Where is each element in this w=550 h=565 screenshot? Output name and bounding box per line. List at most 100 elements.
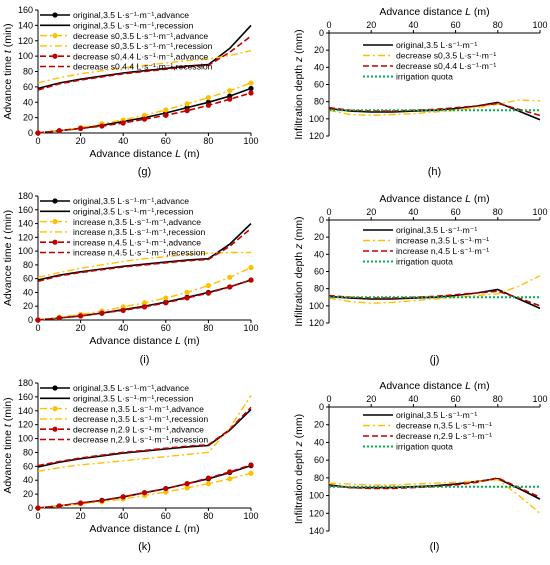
legend-label: decrease n,2.9 L·s⁻¹·m⁻¹,recession [73,435,208,445]
data-point [184,485,190,491]
y-tick-label: 60 [314,267,324,277]
x-axis-title: Advance distance L (m) [89,523,199,535]
data-point [141,116,148,122]
x-axis-title: Advance distance L (m) [89,335,199,347]
legend-label: irrigation quota [396,72,453,82]
series-line-3 [37,266,252,321]
data-point [205,102,211,108]
data-point [205,475,211,481]
legend-label: decrease n,2.9 L·s⁻¹·m⁻¹ [396,431,492,441]
chart-panel-g: 0 20 40 60 80 100 0 20 40 60 80 100 120 140 160 Advance… [2,5,259,178]
y-tick-label: 40 [314,437,324,447]
x-tick-label: 0 [35,136,40,146]
series-line-2 [328,99,541,117]
x-tick-label: 0 [326,20,331,30]
data-point [227,476,233,482]
chart-panel-l: 0 20 40 60 80 100 0 20 40 60 80 100 120 140 Advance di… [293,380,548,553]
x-tick-label: 20 [76,136,86,146]
panel-label: (k) [138,541,151,553]
x-axis-title: Advance distance L (m) [379,380,489,392]
data-point [35,505,41,511]
legend-label: original,3.5 L·s⁻¹·m⁻¹,advance [73,383,189,393]
legend: original,3.5 L·s⁻¹·m⁻¹,advanceoriginal,3… [40,10,213,72]
data-point [99,310,105,316]
y-tick-label: 60 [314,80,324,90]
y-tick-label: 20 [23,301,33,311]
legend-label: increase n,3.5 L·s⁻¹·m⁻¹,advance [73,217,201,227]
legend: original,3.5 L·s⁻¹·m⁻¹,advanceoriginal,3… [40,196,206,258]
legend-marker [52,12,58,18]
data-point [227,469,233,475]
x-tick-label: 100 [243,511,258,521]
chart-panel-i: 0 20 40 60 80 100 0 20 40 60 80 100 120 140 160 180 Adva… [2,191,259,366]
data-point [120,307,126,313]
panel-label: (l) [430,541,440,553]
series-line-6 [37,227,252,283]
data-point [248,80,254,86]
data-point [205,282,211,289]
x-tick-label: 60 [451,207,461,217]
legend-label: original,3.5 L·s⁻¹·m⁻¹,recession [73,21,194,31]
y-tick-label: 80 [23,447,33,457]
series-line-1 [37,279,252,321]
y-tick-label: 160 [18,205,33,215]
y-tick-label: 120 [309,131,324,141]
data-point [184,289,190,296]
data-point [248,462,254,468]
data-point [227,96,233,102]
y-tick-label: 80 [314,473,324,483]
series-line-4 [37,50,252,84]
y-tick-label: 100 [309,301,324,311]
series-line-1 [37,464,252,509]
y-tick-label: 20 [23,113,33,123]
panel-label: (h) [428,166,441,178]
legend-label: original,3.5 L·s⁻¹·m⁻¹,advance [73,10,189,20]
legend-label: increase n,4.5 L·s⁻¹·m⁻¹,advance [73,237,201,247]
y-tick-label: 40 [23,97,33,107]
legend-label: original,3.5 L·s⁻¹·m⁻¹,advance [73,196,189,206]
y-tick-label: 100 [18,51,33,61]
x-tick-label: 100 [243,323,258,333]
legend-marker [52,406,58,412]
x-tick-label: 80 [203,136,213,146]
chart-panel-j: 0 20 40 60 80 100 0 20 40 60 80 100 120 Advance dista… [293,193,548,366]
x-tick-label: 0 [35,323,40,333]
y-tick-label: 40 [314,62,324,72]
data-point [99,497,105,503]
legend-label: decrease n,3.5 L·s⁻¹·m⁻¹ [396,421,492,431]
data-point [184,108,190,114]
y-tick-label: 20 [23,489,33,499]
x-tick-label: 40 [408,20,418,30]
x-tick-label: 20 [76,511,86,521]
x-tick-label: 60 [161,511,171,521]
legend-marker [52,33,58,39]
x-tick-label: 100 [532,207,547,217]
legend-label: decrease n,3.5 L·s⁻¹·m⁻¹,recession [73,414,208,424]
y-tick-label: 140 [18,20,33,30]
series-line-5 [37,92,252,134]
x-tick-label: 60 [161,323,171,333]
x-tick-label: 0 [326,394,331,404]
data-point [227,88,233,94]
series-line-6 [37,35,252,91]
y-tick-label: 100 [18,434,33,444]
legend-label: original,3.5 L·s⁻¹·m⁻¹ [396,40,477,50]
legend-label: increase n,3.5 L·s⁻¹·m⁻¹ [396,236,489,246]
y-tick-label: 140 [18,406,33,416]
series-line-1 [37,87,252,134]
legend-label: decrease s0,3.5 L·s⁻¹·m⁻¹ [396,51,496,61]
legend-label: decrease n,3.5 L·s⁻¹·m⁻¹,advance [73,404,204,414]
series-line-5 [37,464,252,509]
y-tick-label: 0 [319,402,324,412]
x-tick-label: 100 [532,20,547,30]
y-axis-title: Advance time t (min) [2,23,14,119]
data-point [35,130,41,136]
data-point [120,120,126,126]
y-tick-label: 120 [18,36,33,46]
y-tick-label: 80 [23,260,33,270]
panel-label: (i) [140,354,150,366]
x-tick-label: 80 [203,511,213,521]
legend-label: decrease s0,4.4 L·s⁻¹·m⁻¹,advance [73,51,208,61]
